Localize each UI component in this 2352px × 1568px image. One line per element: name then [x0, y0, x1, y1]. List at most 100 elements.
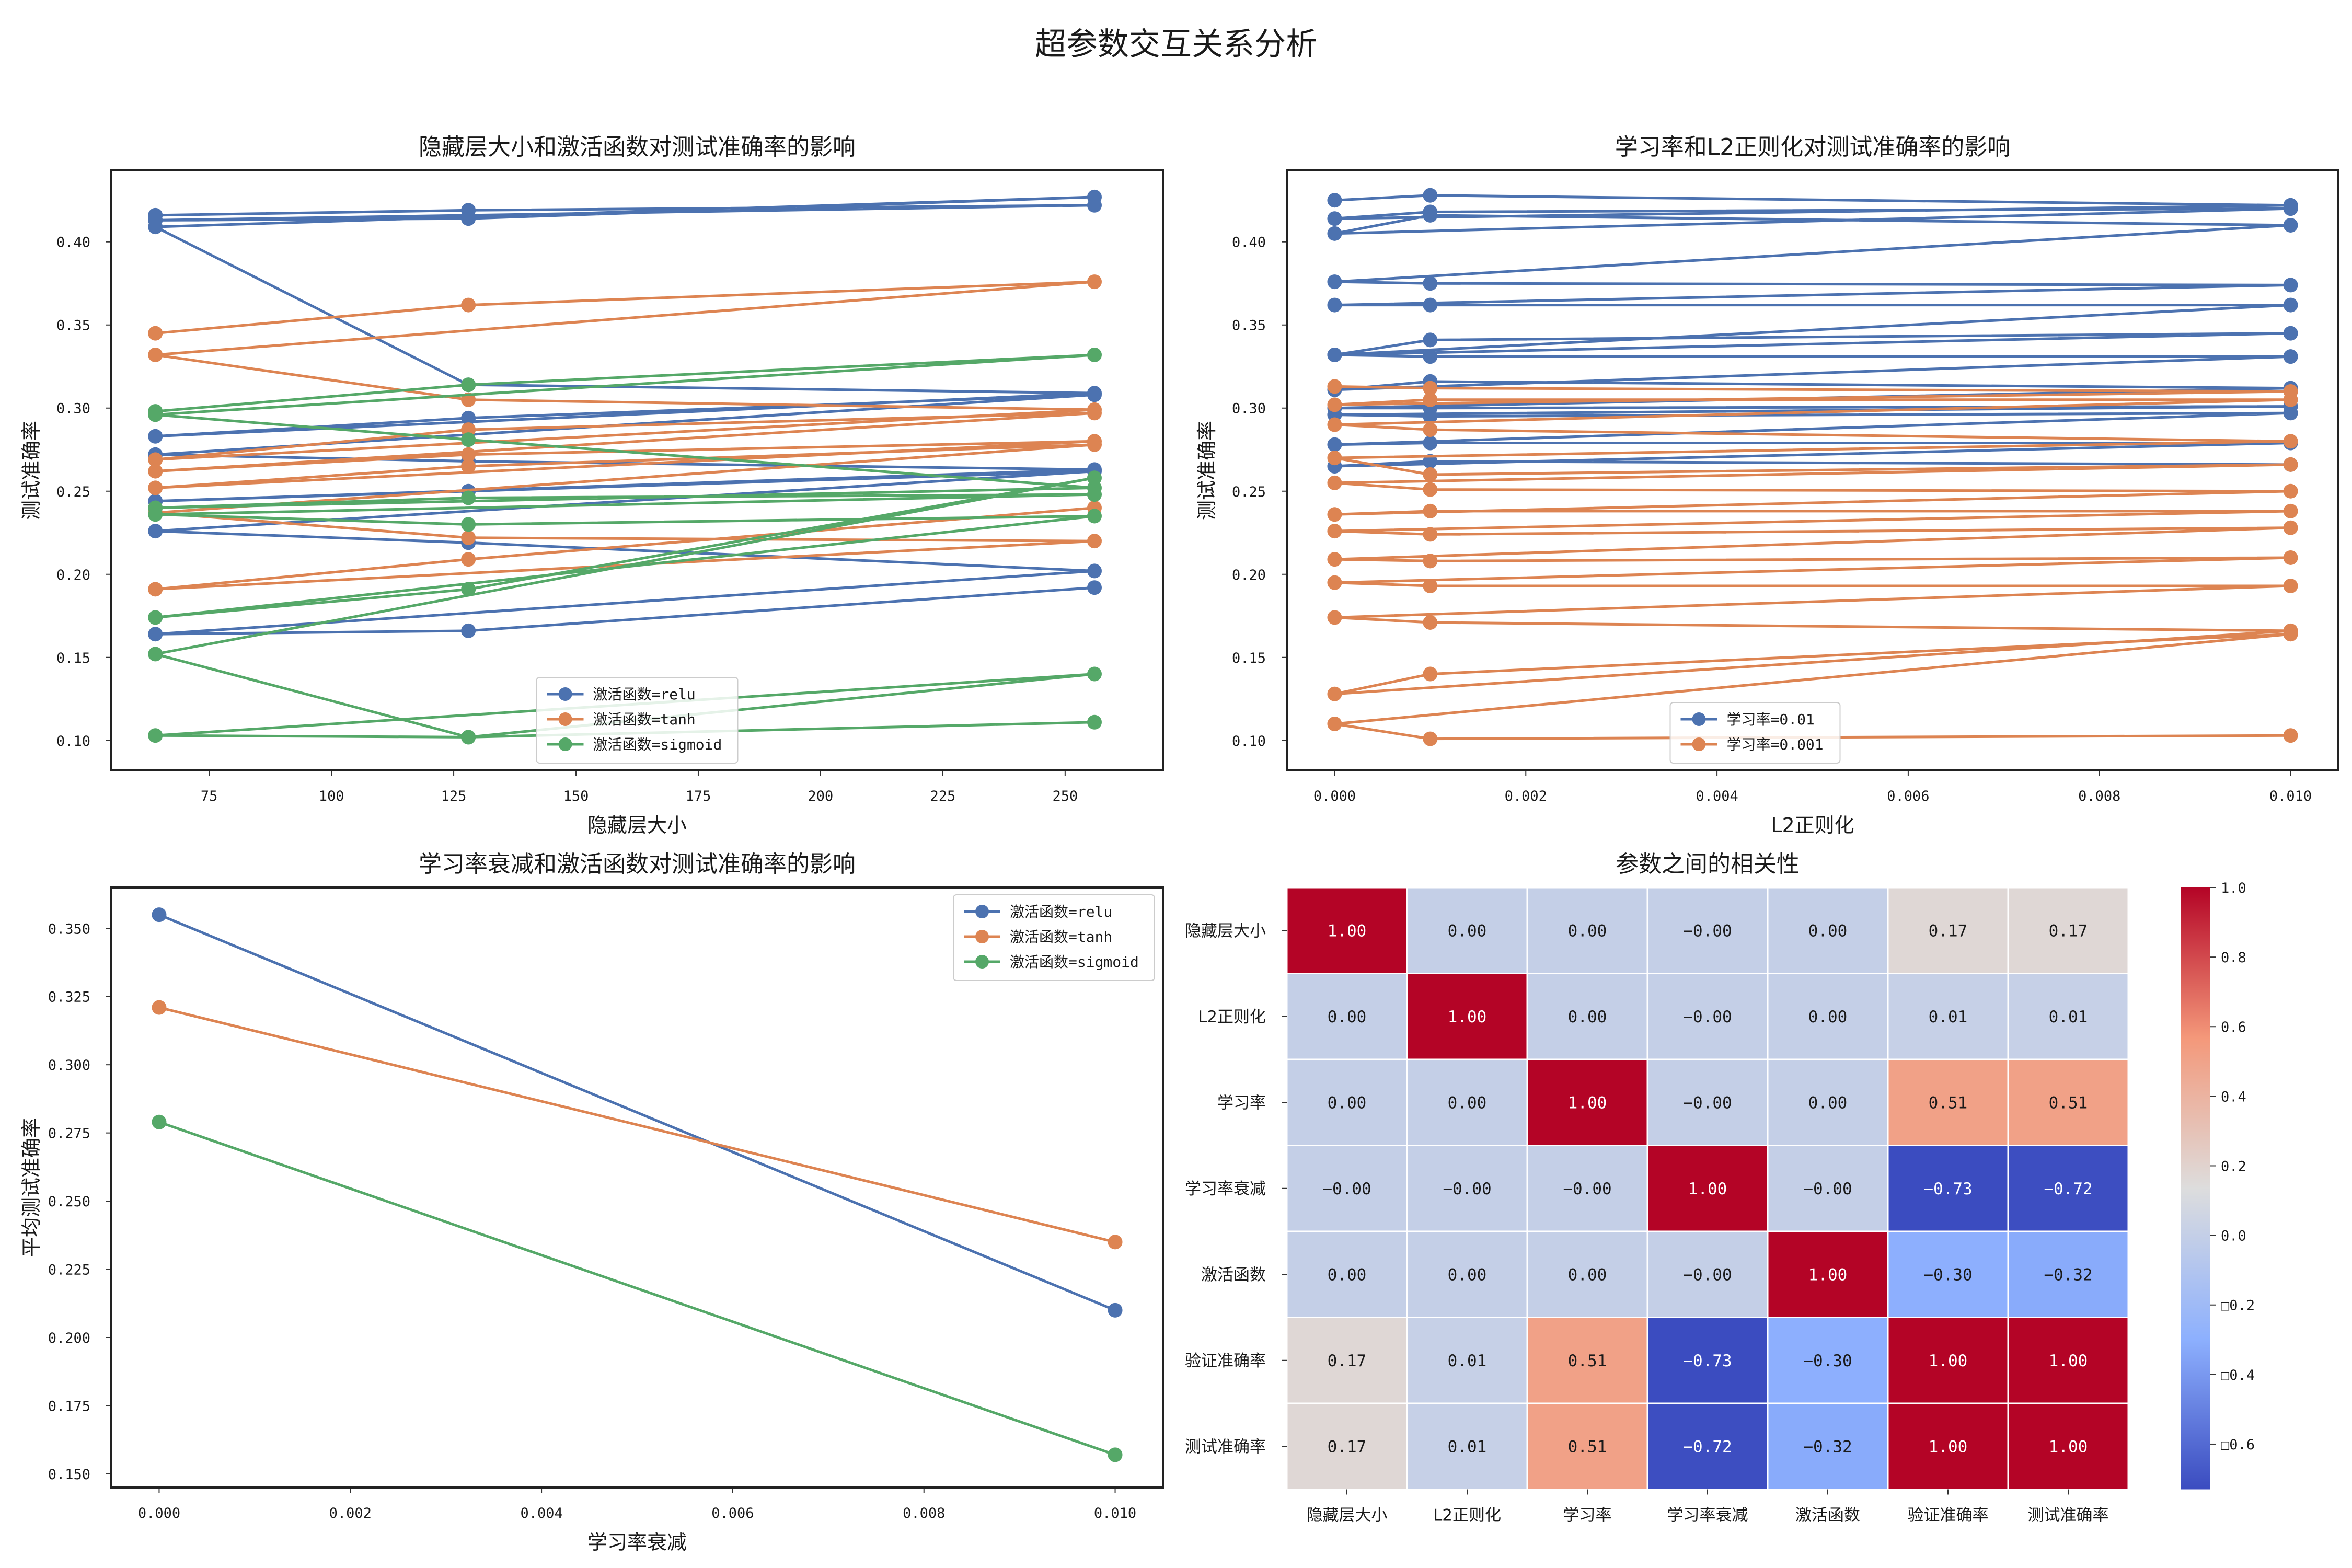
heatmap-cell-value: 0.00 — [1808, 1093, 1848, 1112]
heatmap-col-label: 学习率衰减 — [1667, 1506, 1748, 1525]
data-point — [1327, 347, 1342, 362]
data-point — [1423, 579, 1438, 594]
heatmap-cell — [1887, 886, 2009, 974]
heatmap-cell — [1767, 973, 1889, 1060]
data-point — [1423, 297, 1438, 313]
data-point — [1327, 193, 1342, 208]
x-tick-label: 0.000 — [138, 1505, 180, 1521]
data-point — [1327, 524, 1342, 539]
heatmap-cell-value: −0.32 — [1803, 1437, 1852, 1456]
data-point — [1327, 507, 1342, 522]
heatmap-cell — [1646, 1317, 1769, 1404]
data-point — [2283, 406, 2298, 421]
data-point — [1327, 379, 1342, 394]
heatmap-cell — [1646, 973, 1769, 1060]
heatmap-cell — [1767, 1402, 1889, 1490]
data-point — [148, 507, 163, 522]
data-point — [1423, 666, 1438, 682]
series-line — [154, 280, 1096, 591]
heatmap-row-label: 隐藏层大小 — [1185, 921, 1266, 940]
data-point — [1327, 686, 1342, 701]
data-point — [148, 464, 163, 479]
data-point — [1327, 397, 1342, 412]
heatmap-cell-value: −0.00 — [1443, 1180, 1491, 1198]
heatmap-cell — [1887, 1230, 2009, 1318]
heatmap-cell-value: 0.01 — [1448, 1352, 1487, 1370]
legend-label: 激活函数=relu — [593, 686, 696, 703]
heatmap-cell-value: 0.01 — [2049, 1008, 2088, 1027]
y-tick-label: 0.20 — [56, 567, 90, 583]
heatmap-col-label: 验证准确率 — [1908, 1506, 1989, 1525]
data-point — [461, 410, 476, 425]
data-point — [1327, 451, 1342, 466]
data-point — [148, 429, 163, 444]
data-point — [461, 490, 476, 505]
legend-box — [953, 894, 1155, 981]
data-point — [2283, 278, 2298, 293]
heatmap-cell-value: −0.00 — [1683, 1008, 1732, 1027]
colorbar-tick-label: □0.2 — [2221, 1298, 2255, 1314]
heatmap-cell — [1526, 1317, 1648, 1404]
y-tick-label: 0.25 — [56, 484, 90, 500]
heatmap-cell-value: −0.00 — [1683, 921, 1732, 940]
data-point — [2283, 392, 2298, 407]
y-tick-label: 0.350 — [48, 921, 90, 937]
data-point — [2283, 349, 2298, 364]
data-point — [1327, 274, 1342, 290]
data-point — [1087, 714, 1102, 730]
y-axis-label: 测试准确率 — [20, 421, 43, 520]
data-point — [148, 610, 163, 625]
x-tick-label: 0.006 — [711, 1505, 754, 1521]
y-tick-label: 0.10 — [1232, 733, 1266, 750]
data-point — [1423, 435, 1438, 451]
subplot-hidden-size: 隐藏层大小和激活函数对测试准确率的影响 75 100 125 150 175 200 225 2… — [20, 134, 1164, 837]
y-tick-label: 0.200 — [48, 1330, 90, 1346]
x-tick-label: 0.008 — [903, 1505, 945, 1521]
data-point — [1423, 409, 1438, 424]
data-point — [1423, 503, 1438, 518]
legend: 激活函数=relu 激活函数=tanh 激活函数=sigmoid — [536, 677, 739, 764]
x-tick-label: 125 — [441, 788, 467, 804]
data-point — [1327, 575, 1342, 590]
data-point — [1087, 563, 1102, 579]
data-point — [1087, 509, 1102, 524]
heatmap-cell — [1646, 1145, 1769, 1232]
data-point — [1327, 211, 1342, 226]
heatmap-cell-value: 0.51 — [2049, 1093, 2088, 1112]
heatmap-cell-value: 0.01 — [1448, 1437, 1487, 1456]
legend-label: 激活函数=tanh — [593, 711, 696, 728]
x-tick-label: 250 — [1052, 788, 1078, 804]
series-line — [1333, 385, 2292, 741]
data-point — [1423, 381, 1438, 396]
data-point — [2283, 627, 2298, 642]
legend-marker — [975, 930, 989, 943]
heatmap-cell-value: 0.00 — [1328, 1093, 1367, 1112]
y-tick-label: 0.275 — [48, 1126, 90, 1142]
data-point — [148, 220, 163, 235]
heatmap-cell-value: 1.00 — [2049, 1437, 2088, 1456]
colorbar-tick-label: 0.0 — [2221, 1228, 2246, 1244]
data-point — [1108, 1447, 1123, 1462]
data-point — [148, 582, 163, 597]
data-point — [1327, 716, 1342, 731]
data-point — [1423, 188, 1438, 203]
data-point — [148, 407, 163, 422]
data-point — [1108, 1235, 1123, 1250]
data-point — [1108, 1302, 1123, 1318]
y-tick-label: 0.300 — [48, 1057, 90, 1074]
subplot-title: 隐藏层大小和激活函数对测试准确率的影响 — [419, 134, 856, 160]
heatmap-cell-value: −0.32 — [2044, 1265, 2092, 1284]
data-point — [1423, 332, 1438, 348]
heatmap-col-label: 激活函数 — [1795, 1506, 1860, 1525]
heatmap-cell — [1286, 1230, 1408, 1318]
data-point — [152, 907, 167, 923]
heatmap-cell-value: 0.00 — [1568, 1265, 1607, 1284]
data-point — [1087, 470, 1102, 486]
x-tick-label: 0.008 — [2078, 788, 2120, 804]
data-point — [1327, 437, 1342, 452]
data-point — [1327, 226, 1342, 241]
subplot-l2-regularization: 学习率和L2正则化对测试准确率的影响 0.000 0.002 0.004 0.006 0.… — [1195, 134, 2339, 837]
heatmap-col-label: 测试准确率 — [2028, 1506, 2109, 1525]
heatmap-cell — [2007, 886, 2129, 974]
colorbar-tick-label: 1.0 — [2221, 880, 2246, 896]
